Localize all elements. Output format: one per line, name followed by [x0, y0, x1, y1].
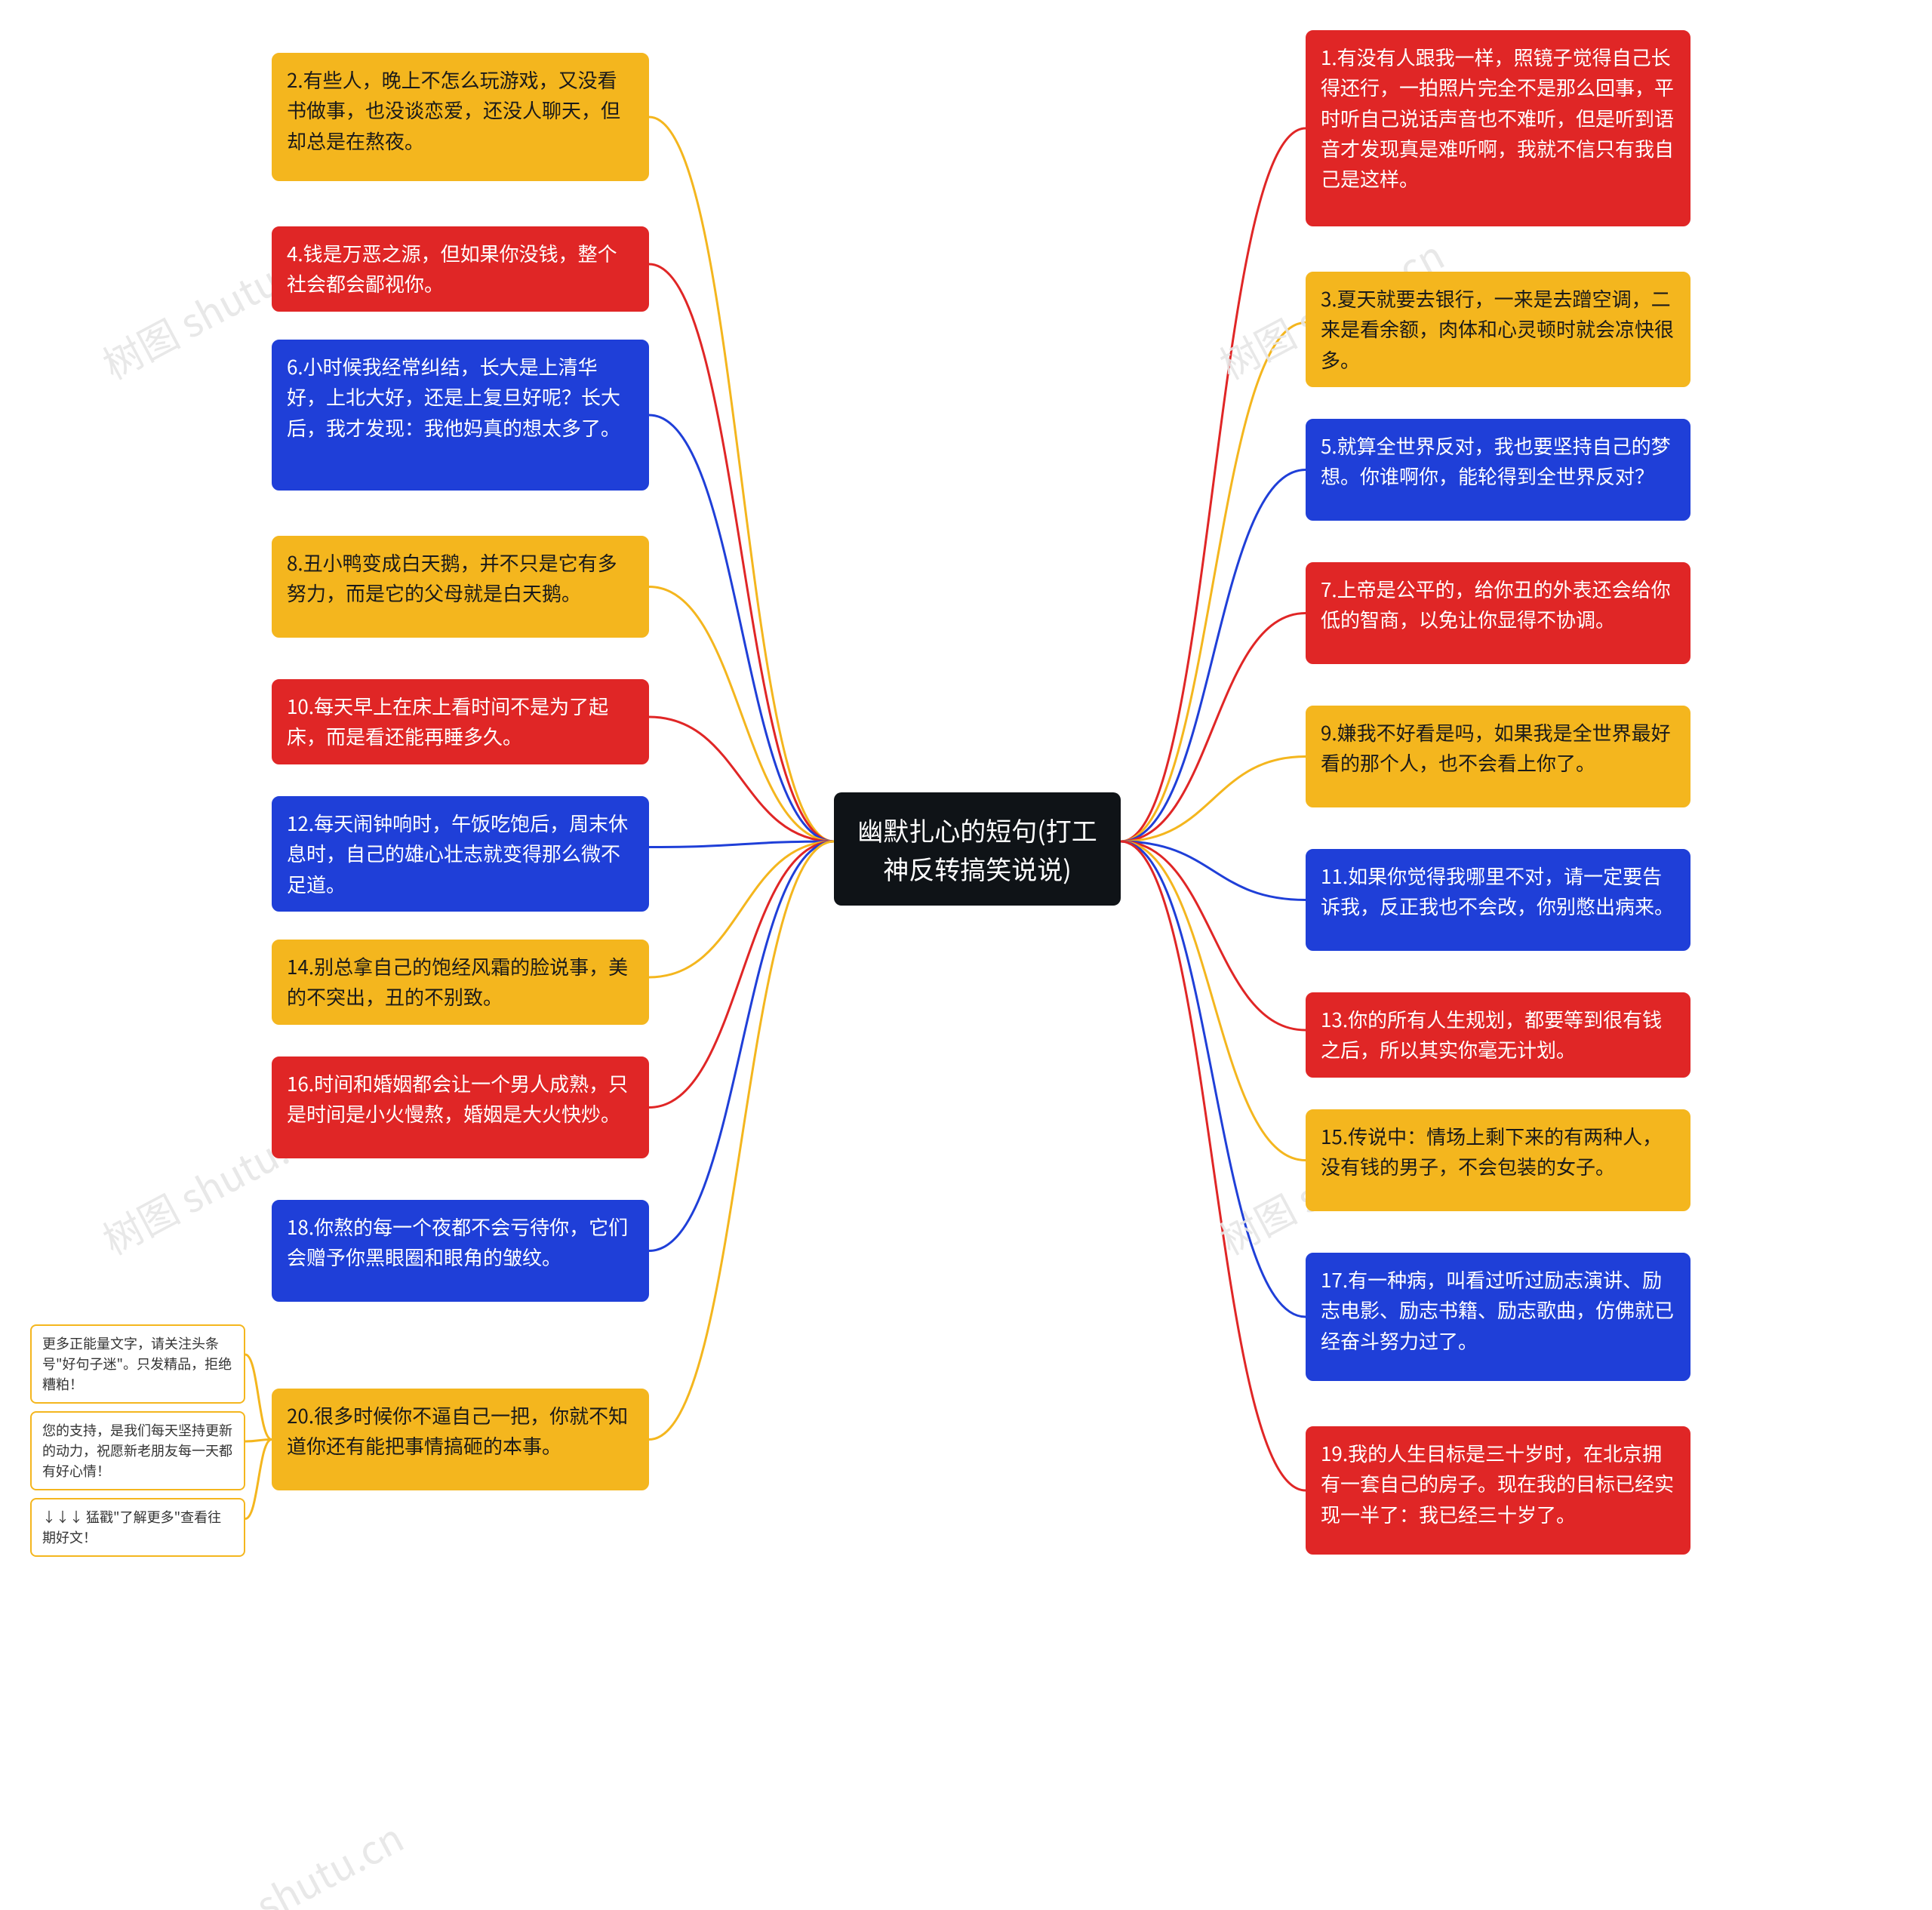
node-n19: 19.我的人生目标是三十岁时，在北京拥有一套自己的房子。现在我的目标已经实现一半… — [1306, 1426, 1690, 1555]
leaf-l3: ↓↓↓ 猛戳"了解更多"查看往期好文！ — [30, 1498, 245, 1557]
node-n9: 9.嫌我不好看是吗，如果我是全世界最好看的那个人，也不会看上你了。 — [1306, 706, 1690, 807]
node-n1: 1.有没有人跟我一样，照镜子觉得自己长得还行，一拍照片完全不是那么回事，平时听自… — [1306, 30, 1690, 226]
edge — [1121, 841, 1306, 1030]
node-n6: 6.小时候我经常纠结，长大是上清华好，上北大好，还是上复旦好呢？长大后，我才发现… — [272, 340, 649, 491]
node-n5: 5.就算全世界反对，我也要坚持自己的梦想。你谁啊你，能轮得到全世界反对？ — [1306, 419, 1690, 521]
node-n15: 15.传说中：情场上剩下来的有两种人，没有钱的男子，不会包装的女子。 — [1306, 1109, 1690, 1211]
edge — [1121, 323, 1306, 842]
node-n2: 2.有些人，晚上不怎么玩游戏，又没看书做事，也没谈恋爱，还没人聊天，但却总是在熬… — [272, 53, 649, 181]
node-n18: 18.你熬的每一个夜都不会亏待你，它们会赠予你黑眼圈和眼角的皱纹。 — [272, 1200, 649, 1302]
edge — [649, 717, 834, 841]
center-node: 幽默扎心的短句(打工神反转搞笑说说) — [834, 792, 1121, 906]
node-n8: 8.丑小鸭变成白天鹅，并不只是它有多努力，而是它的父母就是白天鹅。 — [272, 536, 649, 638]
edge — [649, 841, 834, 1108]
node-n12: 12.每天闹钟响时，午饭吃饱后，周末休息时，自己的雄心壮志就变得那么微不足道。 — [272, 796, 649, 912]
node-n4: 4.钱是万恶之源，但如果你没钱，整个社会都会鄙视你。 — [272, 226, 649, 312]
leaf-l1: 更多正能量文字，请关注头条号"好句子迷"。只发精品，拒绝糟粕！ — [30, 1324, 245, 1404]
edge — [1121, 614, 1306, 842]
node-n3: 3.夏天就要去银行，一来是去蹭空调，二来是看余额，肉体和心灵顿时就会凉快很多。 — [1306, 272, 1690, 387]
node-n17: 17.有一种病，叫看过听过励志演讲、励志电影、励志书籍、励志歌曲，仿佛就已经奋斗… — [1306, 1253, 1690, 1381]
edge — [649, 117, 834, 841]
node-n20: 20.很多时候你不逼自己一把，你就不知道你还有能把事情搞砸的本事。 — [272, 1389, 649, 1490]
edge — [245, 1440, 272, 1519]
edge — [649, 841, 834, 977]
node-n7: 7.上帝是公平的，给你丑的外表还会给你低的智商，以免让你显得不协调。 — [1306, 562, 1690, 664]
node-n14: 14.别总拿自己的饱经风霜的脸说事，美的不突出，丑的不别致。 — [272, 940, 649, 1025]
edge — [1121, 128, 1306, 841]
edge — [649, 587, 834, 842]
edge — [649, 841, 834, 1440]
edge — [649, 415, 834, 841]
edge — [245, 1355, 272, 1440]
watermark-4: shutu.cn — [245, 1807, 412, 1910]
edge — [1121, 841, 1306, 1161]
edge — [1121, 841, 1306, 1317]
edge — [245, 1440, 272, 1442]
edge — [1121, 841, 1306, 1490]
edge — [649, 841, 834, 847]
node-n13: 13.你的所有人生规划，都要等到很有钱之后，所以其实你毫无计划。 — [1306, 992, 1690, 1078]
node-n10: 10.每天早上在床上看时间不是为了起床，而是看还能再睡多久。 — [272, 679, 649, 764]
leaf-l2: 您的支持，是我们每天坚持更新的动力，祝愿新老朋友每一天都有好心情！ — [30, 1411, 245, 1490]
node-n11: 11.如果你觉得我哪里不对，请一定要告诉我，反正我也不会改，你别憋出病来。 — [1306, 849, 1690, 951]
edge — [1121, 470, 1306, 842]
edge — [1121, 757, 1306, 842]
edge — [649, 264, 834, 841]
edge — [1121, 841, 1306, 900]
node-n16: 16.时间和婚姻都会让一个男人成熟，只是时间是小火慢熬，婚姻是大火快炒。 — [272, 1056, 649, 1158]
edge — [649, 841, 834, 1251]
